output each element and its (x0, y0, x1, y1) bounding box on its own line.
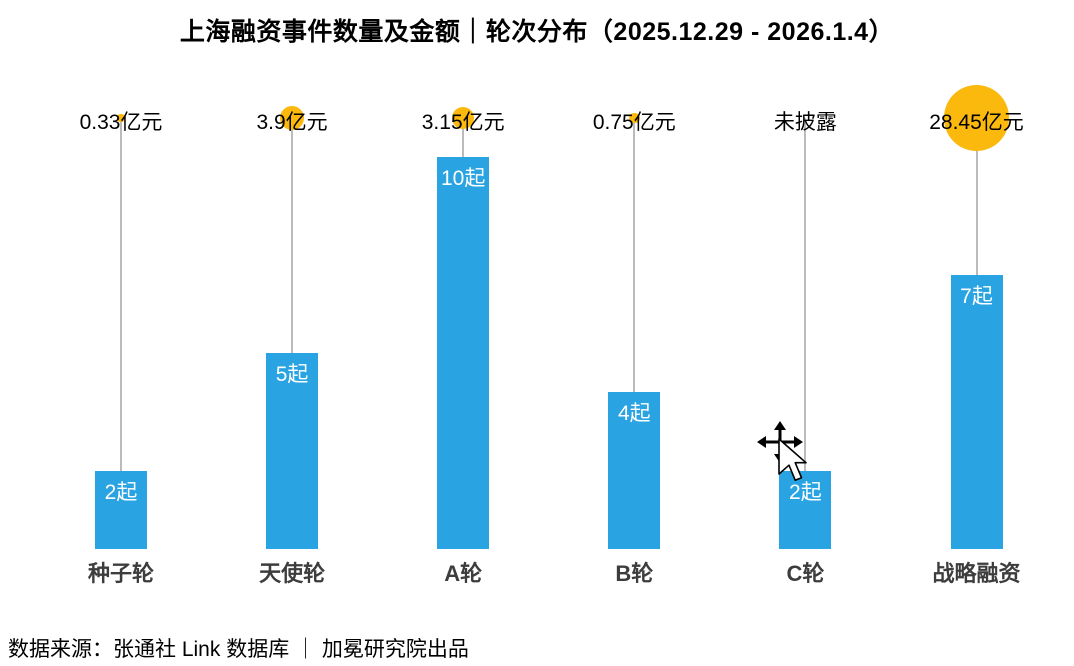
amount-bubble (943, 85, 1010, 151)
amount-bubble (452, 107, 475, 129)
column-stem-line (633, 118, 636, 393)
column-stem-line (804, 118, 807, 471)
amount-label: 3.9亿元 (256, 111, 328, 134)
column-stem-line (291, 118, 294, 353)
move-cursor-icon (757, 421, 807, 481)
data-source-caption: 数据来源：张通社 Link 数据库 ｜ 加冕研究院出品 (8, 638, 469, 661)
pointer-arrow-icon (778, 438, 807, 481)
count-label: 10起 (441, 167, 486, 190)
column-stem-line (462, 118, 465, 157)
amount-label: 28.45亿元 (929, 111, 1024, 134)
count-label: 2起 (104, 480, 138, 504)
chart-title: 上海融资事件数量及金额｜轮次分布（2025.12.29 - 2026.1.4） (179, 18, 895, 46)
category-label: B轮 (615, 561, 654, 586)
column-stem-line (120, 118, 122, 471)
event-count-bar: 10起 (437, 157, 490, 549)
category-label: 种子轮 (87, 561, 154, 586)
category-label: C轮 (786, 561, 825, 586)
category-label: 天使轮 (259, 561, 326, 586)
amount-label: 0.75亿元 (592, 111, 676, 134)
amount-label: 未披露 (773, 111, 837, 134)
count-label: 5起 (275, 363, 309, 386)
category-label: 战略融资 (932, 561, 1021, 586)
event-count-bar: 4起 (608, 392, 661, 549)
count-label: 4起 (617, 402, 651, 426)
event-count-bar: 2起 (779, 470, 832, 549)
event-count-bar: 2起 (95, 470, 147, 549)
amount-bubble (279, 105, 305, 131)
amount-label: 0.33亿元 (79, 111, 163, 134)
count-label: 2起 (789, 480, 822, 504)
column-stem-line (975, 118, 978, 275)
count-label: 7起 (960, 284, 993, 308)
category-label: A轮 (444, 561, 483, 586)
event-count-bar: 7起 (950, 274, 1003, 549)
event-count-bar: 5起 (266, 353, 319, 549)
amount-bubble (628, 112, 640, 124)
amount-bubble (117, 114, 125, 122)
amount-label: 3.15亿元 (421, 111, 505, 134)
